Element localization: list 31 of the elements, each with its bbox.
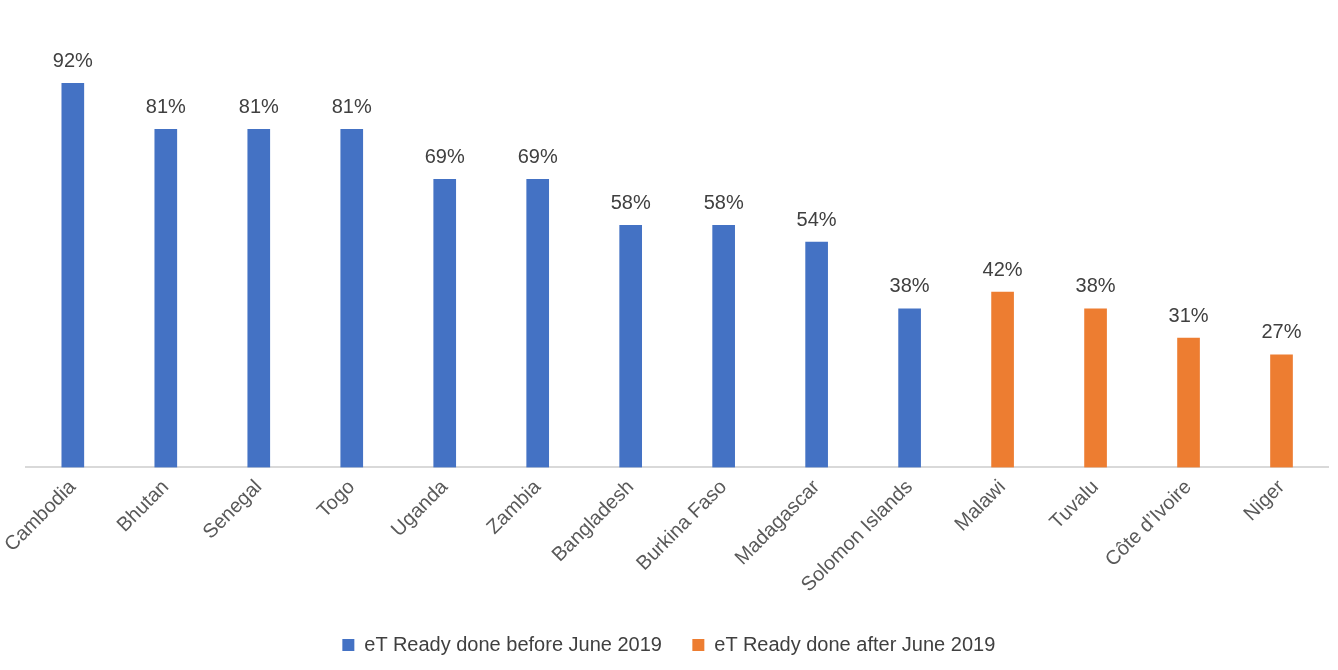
bar [1270,354,1293,468]
data-label: 81% [331,94,372,117]
bar [805,241,828,468]
data-label: 69% [517,144,558,167]
data-label: 54% [796,207,837,230]
data-label: 81% [145,94,187,117]
bar [898,308,921,468]
bar [61,83,85,468]
bar [619,225,643,468]
legend-label: eT Ready done before June 2019 [364,632,662,655]
x-tick-label: Togo [312,475,359,522]
bar [247,128,271,468]
data-label: 27% [1261,320,1302,343]
legend-label: eT Ready done after June 2019 [714,632,996,655]
bar [991,291,1014,468]
data-label: 58% [610,190,651,213]
data-label: 38% [1075,274,1116,297]
bar [1177,337,1200,468]
data-label: 38% [889,274,930,297]
bar [526,179,550,468]
bar [1084,308,1107,468]
bar [712,225,735,468]
data-label: 92% [52,48,94,71]
bar [340,128,364,468]
bar [154,128,178,468]
data-label: 69% [424,144,465,167]
data-label: 42% [982,257,1023,280]
data-label: 58% [703,190,744,213]
data-label: 31% [1168,303,1209,326]
bar [433,179,457,468]
data-label: 81% [238,94,279,117]
